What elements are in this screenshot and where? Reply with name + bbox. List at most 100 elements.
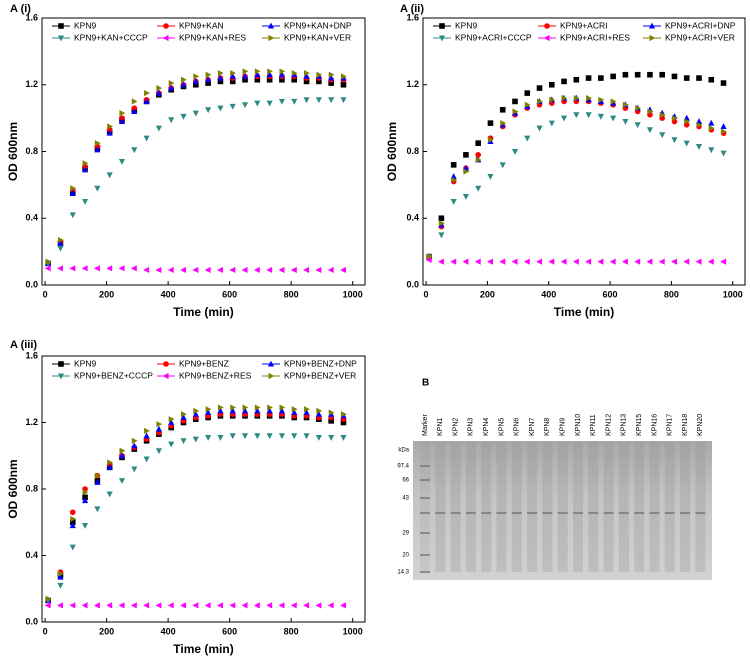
gel-band: [420, 512, 430, 514]
gel-image: [413, 441, 712, 580]
data-point: [57, 265, 63, 272]
data-point: [229, 78, 236, 85]
legend-label: KPN9+ACRI: [560, 20, 607, 30]
plot-frame: [41, 355, 366, 623]
gel-band: [435, 512, 446, 514]
gel-band: [603, 512, 614, 514]
data-point: [291, 409, 298, 416]
gel-lane: [603, 442, 614, 572]
data-point: [69, 265, 76, 272]
lane-label: KPN16: [651, 414, 658, 436]
data-point: [634, 71, 641, 78]
series: [426, 98, 727, 260]
data-point: [144, 427, 150, 434]
data-point: [598, 96, 605, 103]
data-point: [94, 478, 101, 485]
data-point: [217, 105, 224, 112]
data-point: [475, 156, 482, 163]
legend-label: KPN9+BENZ+RES: [179, 370, 252, 380]
data-point: [585, 112, 592, 119]
gel-band: [465, 512, 476, 514]
data-point: [499, 258, 506, 265]
data-point: [94, 265, 100, 272]
data-point: [683, 75, 690, 81]
x-axis-label: Time (min): [173, 305, 233, 319]
x-tick-label: 800: [664, 289, 679, 299]
data-point: [340, 411, 347, 418]
data-point: [241, 433, 249, 440]
data-point: [279, 404, 286, 411]
data-point: [217, 78, 224, 85]
legend-label: KPN9+BENZ+VER: [284, 370, 356, 380]
x-tick-label: 200: [480, 289, 495, 299]
series: [45, 433, 347, 604]
lane-label: KPN12: [605, 414, 612, 436]
data-point: [303, 409, 310, 416]
data-point: [561, 78, 567, 85]
lane-label: KPN17: [667, 414, 674, 436]
data-point: [94, 146, 101, 153]
marker-size-label: 66: [402, 478, 409, 484]
legend-label: KPN9+KAN: [179, 20, 224, 30]
data-point: [290, 602, 297, 609]
y-tick-label: 0.0: [25, 279, 38, 289]
data-point: [315, 602, 322, 609]
data-point: [217, 266, 223, 274]
x-tick-label: 600: [222, 626, 237, 636]
lane-label: KPN13: [621, 414, 628, 436]
y-tick-label: 0.4: [25, 550, 38, 560]
data-point: [131, 437, 138, 444]
x-axis-label: Time (min): [554, 305, 614, 319]
data-point: [327, 602, 334, 609]
data-point: [549, 81, 555, 88]
legend-marker: [58, 361, 64, 367]
x-tick-label: 800: [284, 289, 299, 299]
data-point: [143, 98, 150, 104]
data-point: [340, 434, 347, 441]
y-tick-label: 1.6: [25, 350, 38, 360]
data-point: [57, 570, 64, 577]
data-point: [683, 140, 690, 147]
data-point: [463, 168, 470, 175]
y-axis-label: OD 600nm: [385, 122, 399, 181]
gel-lane: [420, 442, 430, 572]
data-point: [106, 265, 113, 272]
gel-band: [527, 512, 538, 514]
legend-label: KPN9+ACRI+VER: [665, 32, 735, 42]
data-point: [131, 98, 138, 105]
series: [45, 97, 347, 267]
marker-size-label: 14.3: [397, 570, 409, 576]
data-point: [462, 258, 469, 265]
data-point: [81, 265, 88, 272]
legend-marker: [648, 22, 656, 29]
data-point: [155, 425, 162, 432]
gel-unit: kDa: [398, 448, 409, 454]
data-point: [278, 433, 286, 440]
data-point: [696, 75, 702, 81]
data-point: [94, 185, 101, 192]
data-point: [131, 442, 138, 449]
data-point: [622, 101, 629, 108]
data-point: [81, 602, 88, 609]
data-point: [204, 266, 211, 274]
series: [425, 256, 727, 265]
data-point: [217, 407, 224, 414]
data-point: [500, 120, 507, 127]
data-point: [205, 71, 212, 78]
series: [45, 68, 347, 265]
data-point: [315, 410, 322, 417]
y-tick-label: 1.2: [25, 417, 38, 427]
series: [45, 404, 347, 602]
data-point: [267, 68, 273, 75]
lane-label: KPN1: [437, 418, 444, 436]
data-point: [156, 85, 163, 92]
data-point: [180, 411, 187, 418]
data-point: [659, 71, 665, 78]
data-point: [438, 258, 444, 265]
data-point: [241, 266, 248, 274]
legend-marker: [163, 23, 169, 29]
data-point: [328, 418, 334, 424]
data-point: [94, 602, 100, 609]
legend-label: KPN9+KAN+CCCP: [74, 32, 148, 42]
data-point: [586, 95, 592, 102]
